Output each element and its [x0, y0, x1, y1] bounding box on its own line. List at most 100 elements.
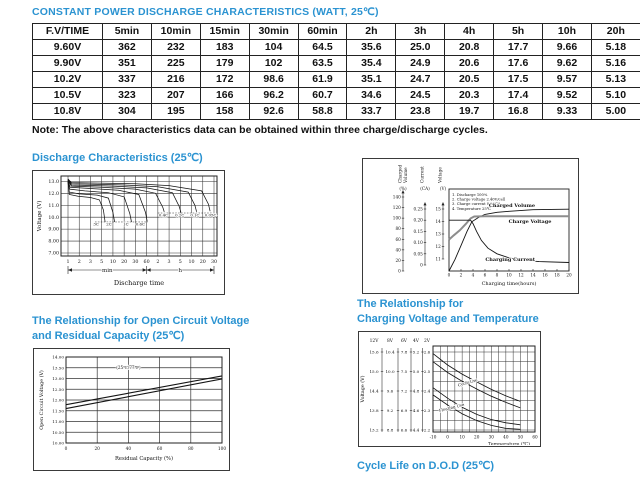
svg-text:120: 120	[393, 205, 401, 210]
page-title: CONSTANT POWER DISCHARGE CHARACTERISTICS…	[32, 6, 379, 18]
svg-text:16: 16	[542, 273, 548, 278]
svg-text:6.9: 6.9	[401, 408, 408, 413]
svg-text:7.2: 7.2	[401, 389, 408, 394]
table-cell: 5.16	[590, 55, 640, 72]
svg-text:(25℃/77℉): (25℃/77℉)	[116, 365, 141, 370]
plot-grid	[432, 345, 536, 433]
svg-text:12V: 12V	[370, 339, 380, 344]
svg-text:Floating Use: Floating Use	[438, 402, 465, 413]
heading-discharge-characteristics: Discharge Characteristics (25℃)	[32, 151, 203, 166]
table-cell: 9.52	[542, 87, 592, 104]
svg-text:0.05: 0.05	[413, 251, 423, 256]
discharge-characteristics-chart: 13.0 12.0 11.0 10.0 9.00 8.00 7.00 Voltage (V) 1…	[32, 170, 225, 295]
constant-power-discharge-table: F.V/TIME 5min 10min 15min 30min 60min 2h 3h 4h 5h…	[32, 23, 640, 120]
svg-text:(CA): (CA)	[420, 186, 430, 191]
table-row: 9.60V 362 232 183 104 64.5 35.6 25.0 20.8 17.7 9.6…	[32, 39, 640, 56]
svg-text:14.00: 14.00	[52, 355, 64, 360]
svg-text:7.5: 7.5	[401, 369, 408, 374]
heading-cycle-life-dod: Cycle Life on D.O.D (25℃)	[357, 459, 494, 474]
table-cell: 96.2	[248, 87, 299, 104]
svg-text:5.0: 5.0	[413, 369, 420, 374]
table-note: Note: The above characteristics data can…	[32, 124, 488, 136]
column-header: 2h	[346, 23, 397, 40]
table-cell: 20.8	[444, 39, 495, 56]
table-cell: 58.8	[297, 103, 348, 120]
svg-text:2V: 2V	[424, 339, 431, 344]
svg-text:12.0: 12.0	[48, 191, 59, 197]
svg-text:9.6: 9.6	[387, 389, 394, 394]
table-cell: 183	[199, 39, 250, 56]
column-header: 20h	[590, 23, 640, 40]
table-cell: 92.6	[248, 103, 299, 120]
table-cell: 225	[150, 55, 201, 72]
svg-text:min: min	[102, 268, 113, 274]
svg-text:Temperature (℃): Temperature (℃)	[488, 441, 530, 446]
svg-text:2C: 2C	[106, 222, 111, 227]
discharge-curve	[67, 181, 115, 223]
svg-text:8.00: 8.00	[48, 239, 59, 245]
svg-text:h: h	[179, 268, 183, 274]
table-cell: 25.0	[395, 39, 446, 56]
svg-text:Charged: Charged	[398, 164, 403, 183]
column-header: 10h	[542, 23, 592, 40]
svg-text:4.6: 4.6	[413, 408, 420, 413]
svg-text:Open Circuit Voltage (V): Open Circuit Voltage (V)	[38, 370, 45, 430]
table-cell: 5.18	[590, 39, 640, 56]
svg-text:13.50: 13.50	[52, 365, 64, 370]
discharge-curve	[67, 181, 106, 223]
svg-text:11: 11	[435, 257, 441, 262]
table-row: 10.2V 337 216 172 98.6 61.9 35.1 24.7 20.5 17.5 9.…	[32, 71, 640, 88]
heading-line: Discharge Characteristics (25℃)	[32, 152, 203, 164]
svg-text:Voltage: Voltage	[438, 167, 443, 184]
svg-text:2: 2	[156, 259, 159, 265]
table-cell: 216	[150, 71, 201, 88]
svg-text:6.6: 6.6	[401, 428, 408, 433]
svg-text:20: 20	[94, 447, 100, 452]
table-cell: 5.00	[590, 103, 640, 120]
table-cell: 24.5	[395, 87, 446, 104]
charging-curve	[448, 215, 569, 241]
svg-text:9.2: 9.2	[387, 408, 394, 413]
svg-text:100: 100	[218, 447, 226, 452]
svg-text:30: 30	[211, 259, 217, 265]
svg-text:2.3: 2.3	[424, 408, 431, 413]
svg-text:13.8: 13.8	[369, 408, 379, 413]
svg-text:0.15: 0.15	[413, 229, 423, 234]
column-header: 3h	[395, 23, 446, 40]
svg-text:Current: Current	[420, 166, 425, 183]
table-cell: 10.2V	[32, 71, 103, 88]
svg-text:0: 0	[65, 447, 68, 452]
ocv-line	[65, 375, 223, 406]
svg-text:14: 14	[435, 219, 441, 224]
svg-text:0: 0	[446, 435, 449, 440]
table-cell: 19.7	[444, 103, 495, 120]
table-row: 9.90V 351 225 179 102 63.5 35.4 24.9 20.6 17.6 9.6…	[32, 55, 640, 72]
svg-text:2.6: 2.6	[424, 350, 431, 355]
svg-text:12.50: 12.50	[52, 387, 64, 392]
svg-text:14.4: 14.4	[369, 389, 379, 394]
table-cell: 16.8	[493, 103, 544, 120]
svg-text:Charged Volume: Charged Volume	[489, 203, 535, 209]
table-cell: 9.66	[542, 39, 592, 56]
svg-text:12: 12	[435, 244, 441, 249]
svg-text:13.2: 13.2	[369, 428, 379, 433]
svg-text:0.25: 0.25	[413, 207, 423, 212]
y-axes: Charged Volume(%)020406080100120140Curren…	[393, 164, 447, 273]
svg-text:13.00: 13.00	[52, 376, 64, 381]
discharge-curve	[67, 179, 182, 213]
svg-text:10.00: 10.00	[52, 441, 64, 446]
svg-text:1: 1	[66, 259, 69, 265]
svg-text:40: 40	[395, 247, 401, 252]
svg-text:2: 2	[78, 259, 81, 265]
svg-text:40: 40	[503, 435, 509, 440]
charging-curve	[449, 219, 570, 263]
svg-text:Residual Capacity (%): Residual Capacity (%)	[115, 455, 173, 462]
y-axis: 13.0 12.0 11.0 10.0 9.00 8.00 7.00 Voltage (V)	[36, 179, 59, 257]
table-cell: 64.5	[297, 39, 348, 56]
heading-ocv-residual-capacity: The Relationship for Open Circuit Voltag…	[32, 314, 249, 344]
svg-text:30: 30	[489, 435, 495, 440]
svg-text:20: 20	[395, 258, 401, 263]
band-line	[432, 361, 521, 409]
svg-text:4V: 4V	[413, 339, 420, 344]
